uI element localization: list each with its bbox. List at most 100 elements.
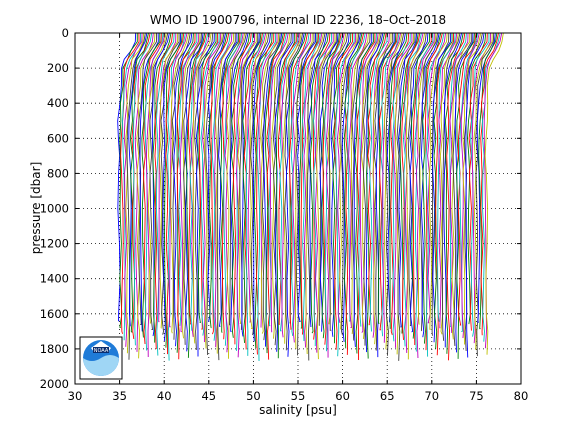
profile-line (354, 33, 374, 354)
x-tick-label: 75 (469, 389, 484, 403)
profile-line (380, 33, 400, 337)
profile-line (319, 33, 339, 332)
profile-line (480, 33, 499, 336)
profile-line (313, 33, 332, 347)
profile-line (164, 33, 183, 348)
profile-line (396, 33, 416, 361)
profile-line (409, 33, 429, 333)
x-tick-label: 60 (335, 389, 350, 403)
profile-line (252, 33, 271, 342)
profile-line (341, 33, 361, 342)
profile-line (462, 33, 482, 345)
profile-line (274, 33, 294, 352)
y-tick-label: 1400 (40, 272, 69, 286)
profile-line (242, 33, 262, 343)
profile-line (475, 33, 495, 357)
profile-line (415, 33, 435, 359)
profile-line (147, 33, 167, 324)
profile-line (260, 33, 279, 334)
svg-text:NOAA: NOAA (94, 348, 109, 354)
profile-line (443, 33, 463, 348)
profile-line (125, 33, 145, 354)
x-tick-label: 45 (201, 389, 216, 403)
profile-line (297, 33, 317, 322)
profile-line (189, 33, 209, 331)
profile-line (333, 33, 353, 350)
profile-line (186, 33, 206, 358)
profile-line (152, 33, 172, 343)
profile-line (218, 33, 238, 327)
profile-line (359, 33, 379, 333)
profile-line (437, 33, 456, 322)
profile-line (343, 33, 363, 349)
y-tick-label: 800 (47, 166, 69, 180)
profile-line (393, 33, 413, 348)
profile-line (176, 33, 196, 360)
profile-line (377, 33, 397, 324)
profile-line (195, 33, 215, 357)
profile-line (306, 33, 326, 361)
y-tick-label: 1200 (40, 237, 69, 251)
profile-line (229, 33, 247, 326)
profile-line (154, 33, 174, 350)
profile-line (392, 33, 411, 342)
profile-line (467, 33, 487, 325)
x-axis-label: salinity [psu] (259, 403, 337, 417)
profile-line (414, 33, 434, 352)
profile-line (205, 33, 225, 356)
profile-line (170, 33, 190, 334)
profile-line (295, 33, 315, 356)
profile-line (271, 33, 291, 339)
profile-line (386, 33, 406, 323)
profile-line (401, 33, 421, 340)
y-tick-label: 1800 (40, 342, 69, 356)
profile-line (207, 33, 227, 322)
profile-line (473, 33, 493, 350)
profile-line (321, 33, 341, 339)
profile-line (402, 33, 422, 347)
profile-line (178, 33, 198, 326)
x-tick-label: 35 (112, 389, 127, 403)
y-tick-label: 1000 (40, 202, 69, 216)
profile-line (484, 33, 504, 355)
y-tick-label: 2000 (40, 377, 69, 391)
profile-line (372, 33, 392, 345)
profile-line (383, 33, 403, 350)
profile-line (390, 33, 410, 335)
profile-line (231, 33, 251, 338)
x-tick-label: 30 (68, 389, 83, 403)
profile-line (241, 33, 260, 337)
chart-title: WMO ID 1900796, internal ID 2236, 18–Oct… (150, 13, 446, 27)
profile-line (451, 33, 471, 340)
profile-line (179, 33, 199, 333)
profile-line (452, 33, 472, 346)
y-tick-label: 0 (62, 26, 69, 40)
profile-line (247, 33, 267, 323)
y-tick-label: 200 (47, 61, 69, 75)
profile-line (446, 33, 466, 361)
profile-line (249, 33, 268, 329)
profile-line (211, 33, 231, 341)
profile-line (324, 33, 344, 352)
profile-line (478, 33, 498, 330)
profile-line (120, 33, 140, 334)
profile-line (367, 33, 387, 326)
profile-line (171, 33, 191, 340)
profile-line (284, 33, 304, 351)
x-tick-label: 55 (291, 389, 306, 403)
profile-line (269, 33, 289, 333)
y-tick-label: 1600 (40, 307, 69, 321)
profile-line (173, 33, 193, 347)
profile-line (237, 33, 257, 324)
y-axis-label: pressure [dbar] (29, 162, 43, 255)
profile-line (261, 33, 281, 341)
profile-line (471, 33, 492, 344)
y-tick-label: 600 (47, 131, 69, 145)
profile-line (318, 33, 337, 326)
profile-line (198, 33, 219, 330)
profile-line (300, 33, 320, 335)
y-tick-label: 400 (47, 96, 69, 110)
profile-line (266, 33, 286, 360)
profile-line (223, 33, 243, 346)
